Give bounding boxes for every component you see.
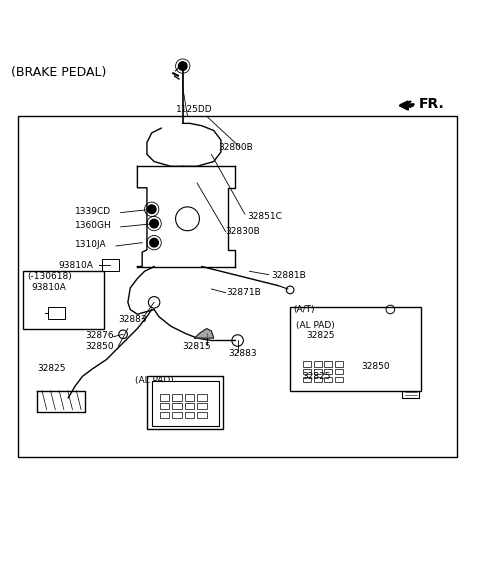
Bar xyxy=(303,377,311,382)
Text: 32825: 32825 xyxy=(302,372,331,381)
Polygon shape xyxy=(195,328,214,338)
Bar xyxy=(335,362,343,367)
Circle shape xyxy=(150,219,158,228)
Circle shape xyxy=(147,205,156,214)
Text: FR.: FR. xyxy=(419,97,444,111)
Bar xyxy=(185,403,194,409)
Text: 32881B: 32881B xyxy=(271,271,306,279)
Bar xyxy=(303,369,311,374)
Bar xyxy=(197,395,206,401)
Text: 32825: 32825 xyxy=(37,363,66,373)
Text: 93810A: 93810A xyxy=(31,283,66,293)
Bar xyxy=(160,403,169,409)
Bar xyxy=(18,116,457,457)
Text: (BRAKE PEDAL): (BRAKE PEDAL) xyxy=(11,66,106,79)
Bar xyxy=(324,377,332,382)
Bar xyxy=(314,369,322,374)
Text: (AL PAD): (AL PAD) xyxy=(135,376,173,385)
Bar xyxy=(102,259,119,271)
Bar xyxy=(23,271,104,328)
Bar xyxy=(303,362,311,367)
Text: 32830B: 32830B xyxy=(226,227,261,236)
Bar xyxy=(160,412,169,418)
Text: 32883: 32883 xyxy=(118,314,147,324)
Text: 1339CD: 1339CD xyxy=(75,207,111,216)
Bar xyxy=(314,362,322,367)
Text: (A/T): (A/T) xyxy=(293,305,315,314)
Bar xyxy=(48,307,65,319)
Bar xyxy=(172,412,182,418)
Text: 32800B: 32800B xyxy=(218,143,253,151)
Text: 32850: 32850 xyxy=(362,362,390,372)
Bar xyxy=(197,403,206,409)
Text: 32825: 32825 xyxy=(306,331,335,340)
Text: 1310JA: 1310JA xyxy=(75,240,107,249)
Bar xyxy=(147,376,223,429)
Text: 32850: 32850 xyxy=(85,342,114,351)
Text: 93810A: 93810A xyxy=(59,260,94,270)
Circle shape xyxy=(150,238,158,247)
Text: 32871B: 32871B xyxy=(227,288,262,297)
Bar xyxy=(335,369,343,374)
Bar xyxy=(290,307,421,391)
Text: 1125DD: 1125DD xyxy=(176,104,212,113)
Bar xyxy=(324,362,332,367)
Text: 1360GH: 1360GH xyxy=(75,221,112,230)
Bar xyxy=(185,412,194,418)
Bar xyxy=(335,377,343,382)
Bar xyxy=(152,381,218,426)
Text: 32851C: 32851C xyxy=(247,212,282,221)
Circle shape xyxy=(179,62,187,70)
Bar xyxy=(314,377,322,382)
Text: 32883: 32883 xyxy=(228,350,257,358)
Text: (-130618): (-130618) xyxy=(28,271,72,281)
Bar xyxy=(324,369,332,374)
Bar xyxy=(185,395,194,401)
Text: 32825: 32825 xyxy=(171,407,199,416)
Text: 32876: 32876 xyxy=(85,331,114,340)
Bar xyxy=(197,412,206,418)
Bar xyxy=(160,395,169,401)
Bar xyxy=(172,395,182,401)
Bar xyxy=(172,403,182,409)
Text: (AL PAD): (AL PAD) xyxy=(296,321,335,329)
Text: 32815: 32815 xyxy=(183,342,211,351)
